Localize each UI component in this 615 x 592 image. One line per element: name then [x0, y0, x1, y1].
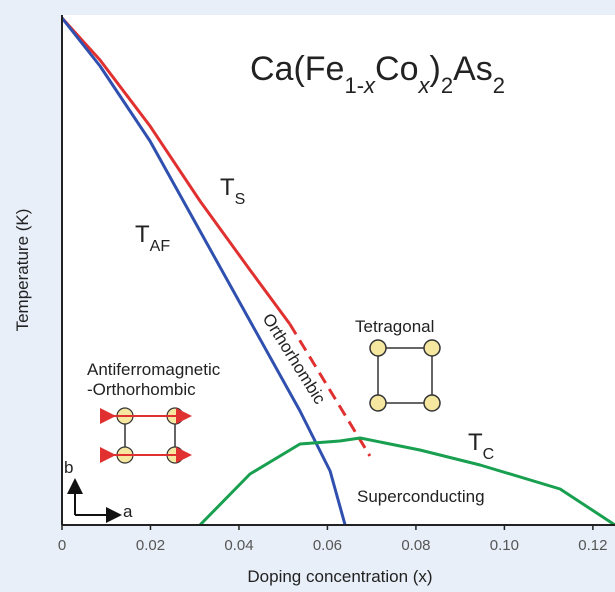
- superconducting-label: Superconducting: [357, 487, 485, 506]
- x-axis-label: Doping concentration (x): [247, 567, 432, 586]
- x-tick-label: 0.08: [401, 537, 430, 554]
- taf-sub: AF: [150, 238, 171, 255]
- title-part: Co: [375, 50, 418, 88]
- chart: Ca(Fe1-xCox)2As2 Doping concentration (x…: [0, 0, 615, 592]
- ts-main: T: [220, 174, 235, 201]
- x-tick-label: 0.12: [578, 537, 607, 554]
- y-axis-label: Temperature (K): [13, 209, 32, 332]
- axis-b-label: b: [64, 458, 73, 477]
- axis-a-label: a: [123, 502, 133, 521]
- title-part: Ca(Fe: [250, 50, 344, 88]
- title-part: As: [453, 50, 493, 88]
- x-tick-label: 0.02: [136, 537, 165, 554]
- afm-label: Antiferromagnetic: [87, 360, 221, 379]
- ts-sub: S: [235, 191, 246, 208]
- plot-area: [62, 15, 615, 525]
- tc-sub: C: [483, 446, 495, 463]
- title-part: 1-: [344, 73, 364, 98]
- x-tick-label: 0.04: [224, 537, 253, 554]
- title-part: 2: [441, 73, 453, 98]
- taf-main: T: [135, 221, 150, 248]
- x-tick-label: 0.10: [490, 537, 519, 554]
- tc-main: T: [468, 429, 483, 456]
- afm-label: -Orthorhombic: [87, 380, 196, 399]
- x-tick-label: 0: [58, 537, 66, 554]
- title-part: 2: [493, 73, 505, 98]
- tetragonal-label: Tetragonal: [355, 317, 434, 336]
- title-part: ): [430, 50, 441, 88]
- x-tick-label: 0.06: [313, 537, 342, 554]
